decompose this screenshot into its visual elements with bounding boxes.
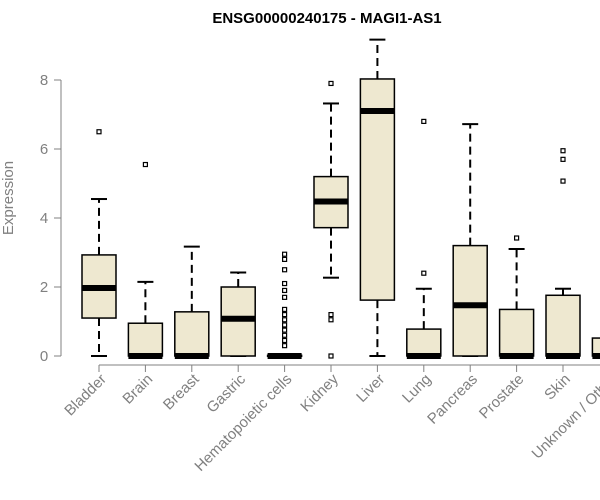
outlier-10-2 xyxy=(560,178,566,184)
outlier-4-3 xyxy=(282,327,288,333)
box-rect-6 xyxy=(359,78,396,301)
x-tick-label-2: Breast xyxy=(160,370,203,413)
box-10 xyxy=(545,148,581,359)
x-tick-label-5: Kidney xyxy=(297,370,342,415)
outlier-4-9 xyxy=(282,287,288,294)
boxes xyxy=(81,38,600,359)
outlier-4-0 xyxy=(282,343,288,349)
box-rect-9 xyxy=(498,308,535,357)
outlier-4-10 xyxy=(282,280,288,287)
outlier-7-1 xyxy=(421,270,427,276)
outlier-10-0 xyxy=(560,148,566,154)
x-tick-label-0: Bladder xyxy=(61,371,110,420)
box-rect-8 xyxy=(452,244,488,357)
outlier-4-11 xyxy=(282,267,288,273)
box-9 xyxy=(498,235,535,359)
y-tick-label-3: 6 xyxy=(40,141,48,158)
outlier-4-2 xyxy=(282,332,288,338)
outlier-4-5 xyxy=(282,317,288,323)
box-2 xyxy=(174,245,210,359)
y-tick-label-1: 2 xyxy=(40,279,48,296)
box-8 xyxy=(452,123,488,357)
y-tick-label-0: 0 xyxy=(40,348,48,365)
chart-title: ENSG00000240175 - MAGI1-AS1 xyxy=(212,10,441,27)
outlier-4-7 xyxy=(282,306,288,313)
outlier-10-1 xyxy=(560,156,566,162)
outlier-5-2 xyxy=(328,317,334,323)
outlier-4-13 xyxy=(282,251,288,257)
x-tick-label-6: Liver xyxy=(353,371,388,406)
box-7 xyxy=(406,118,442,359)
outlier-4-8 xyxy=(282,294,288,300)
box-3 xyxy=(220,271,256,357)
x-tick-label-8: Pancreas xyxy=(424,371,481,428)
box-6 xyxy=(359,38,396,357)
box-rect-10 xyxy=(545,294,581,357)
x-tick-label-3: Gastric xyxy=(203,370,249,416)
x-tick-label-9: Prostate xyxy=(476,371,528,423)
box-0 xyxy=(81,129,117,357)
outlier-5-1 xyxy=(328,312,334,318)
box-4 xyxy=(266,251,303,359)
box-rect-11 xyxy=(591,337,600,357)
box-5 xyxy=(313,80,349,359)
x-tick-label-7: Lung xyxy=(399,371,435,407)
outlier-4-6 xyxy=(282,312,288,318)
box-rect-7 xyxy=(406,328,442,357)
outlier-5-0 xyxy=(328,80,334,87)
y-axis-label: Expression xyxy=(0,161,17,235)
y-tick-label-4: 8 xyxy=(40,72,48,89)
outlier-5-3 xyxy=(328,353,334,359)
outlier-4-1 xyxy=(282,337,288,344)
outlier-1-0 xyxy=(142,161,148,168)
x-tick-label-10: Skin xyxy=(541,371,574,404)
outlier-9-0 xyxy=(513,235,520,241)
box-11 xyxy=(591,337,600,359)
box-rect-1 xyxy=(127,322,164,357)
outlier-0-0 xyxy=(96,129,102,135)
outlier-4-4 xyxy=(282,322,288,328)
y-tick-label-2: 4 xyxy=(40,210,48,227)
outlier-4-12 xyxy=(282,256,288,262)
outlier-7-0 xyxy=(421,118,427,125)
box-1 xyxy=(127,161,164,359)
axes: 0 2 4 6 8 xyxy=(40,72,600,372)
x-tick-label-1: Brain xyxy=(119,371,156,408)
box-rect-2 xyxy=(174,311,210,357)
